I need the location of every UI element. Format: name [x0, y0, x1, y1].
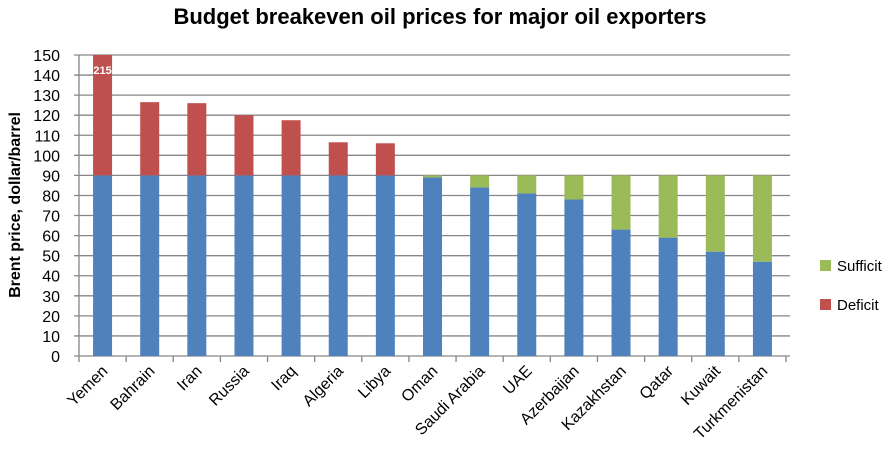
chart-title: Budget breakeven oil prices for major oi…	[173, 4, 706, 29]
y-tick-label: 70	[42, 209, 60, 226]
bar-base	[423, 177, 442, 356]
bar-deficit	[140, 102, 160, 176]
bar-sufficit	[752, 175, 772, 262]
bar-base	[705, 251, 725, 356]
x-tick-label: Algeria	[300, 363, 347, 410]
y-tick-label: 20	[42, 309, 60, 326]
y-tick-label: 40	[42, 269, 60, 286]
y-tick-label: 120	[33, 108, 60, 125]
bar-sufficit	[470, 175, 490, 188]
bar-deficit	[328, 142, 348, 176]
bar-deficit	[187, 103, 207, 176]
y-tick-label: 30	[42, 289, 60, 306]
bar-base	[187, 175, 207, 356]
x-tick-label: Iraq	[268, 363, 300, 395]
bar-base	[375, 175, 395, 356]
y-tick-label: 130	[33, 88, 60, 105]
bar-base	[140, 175, 160, 356]
legend-swatch-sufficit	[820, 260, 831, 271]
x-tick-label: Kuwait	[678, 362, 724, 408]
x-tick-label: Bahrain	[108, 363, 159, 414]
y-tick-label: 80	[42, 188, 60, 205]
legend-label-deficit: Deficit	[837, 297, 880, 314]
bar-base	[611, 229, 631, 356]
bar-sufficit	[564, 175, 584, 200]
bar-base	[752, 261, 772, 356]
bar-sufficit	[658, 175, 678, 238]
legend-label-sufficit: Sufficit	[837, 258, 883, 275]
y-tick-label: 10	[42, 329, 60, 346]
x-tick-label: Qatar	[637, 362, 678, 403]
data-label: 215	[93, 65, 111, 77]
bar-sufficit	[705, 175, 725, 252]
y-tick-label: 90	[42, 168, 60, 185]
y-tick-label: 140	[33, 68, 60, 85]
bar-base	[658, 237, 678, 356]
y-axis-label: Brent price, dollar/barrel	[7, 112, 24, 298]
bar-deficit	[281, 120, 301, 176]
bar-deficit	[93, 55, 113, 176]
bar-base	[234, 175, 254, 356]
legend-swatch-deficit	[820, 299, 831, 310]
bar-base	[281, 175, 301, 356]
x-tick-label: Russia	[206, 363, 253, 410]
bar-sufficit	[423, 175, 442, 178]
bar-sufficit	[611, 175, 631, 230]
bar-base	[328, 175, 348, 356]
y-tick-label: 150	[33, 48, 60, 65]
y-tick-label: 60	[42, 229, 60, 246]
bar-base	[517, 193, 537, 356]
x-tick-label: UAE	[500, 363, 535, 398]
bar-deficit	[375, 143, 395, 176]
x-tick-label: Iran	[174, 363, 206, 395]
y-tick-label: 50	[42, 249, 60, 266]
x-tick-label: Libya	[355, 363, 394, 402]
x-tick-label: Yemen	[65, 363, 112, 410]
bar-sufficit	[517, 175, 537, 194]
y-tick-label: 0	[51, 349, 60, 366]
bar-base	[470, 187, 490, 356]
y-tick-label: 100	[33, 148, 60, 165]
x-tick-label: Oman	[398, 363, 441, 406]
y-tick-label: 110	[34, 128, 60, 145]
bar-deficit	[234, 115, 254, 176]
bar-base	[564, 199, 584, 356]
bar-base	[93, 175, 113, 356]
